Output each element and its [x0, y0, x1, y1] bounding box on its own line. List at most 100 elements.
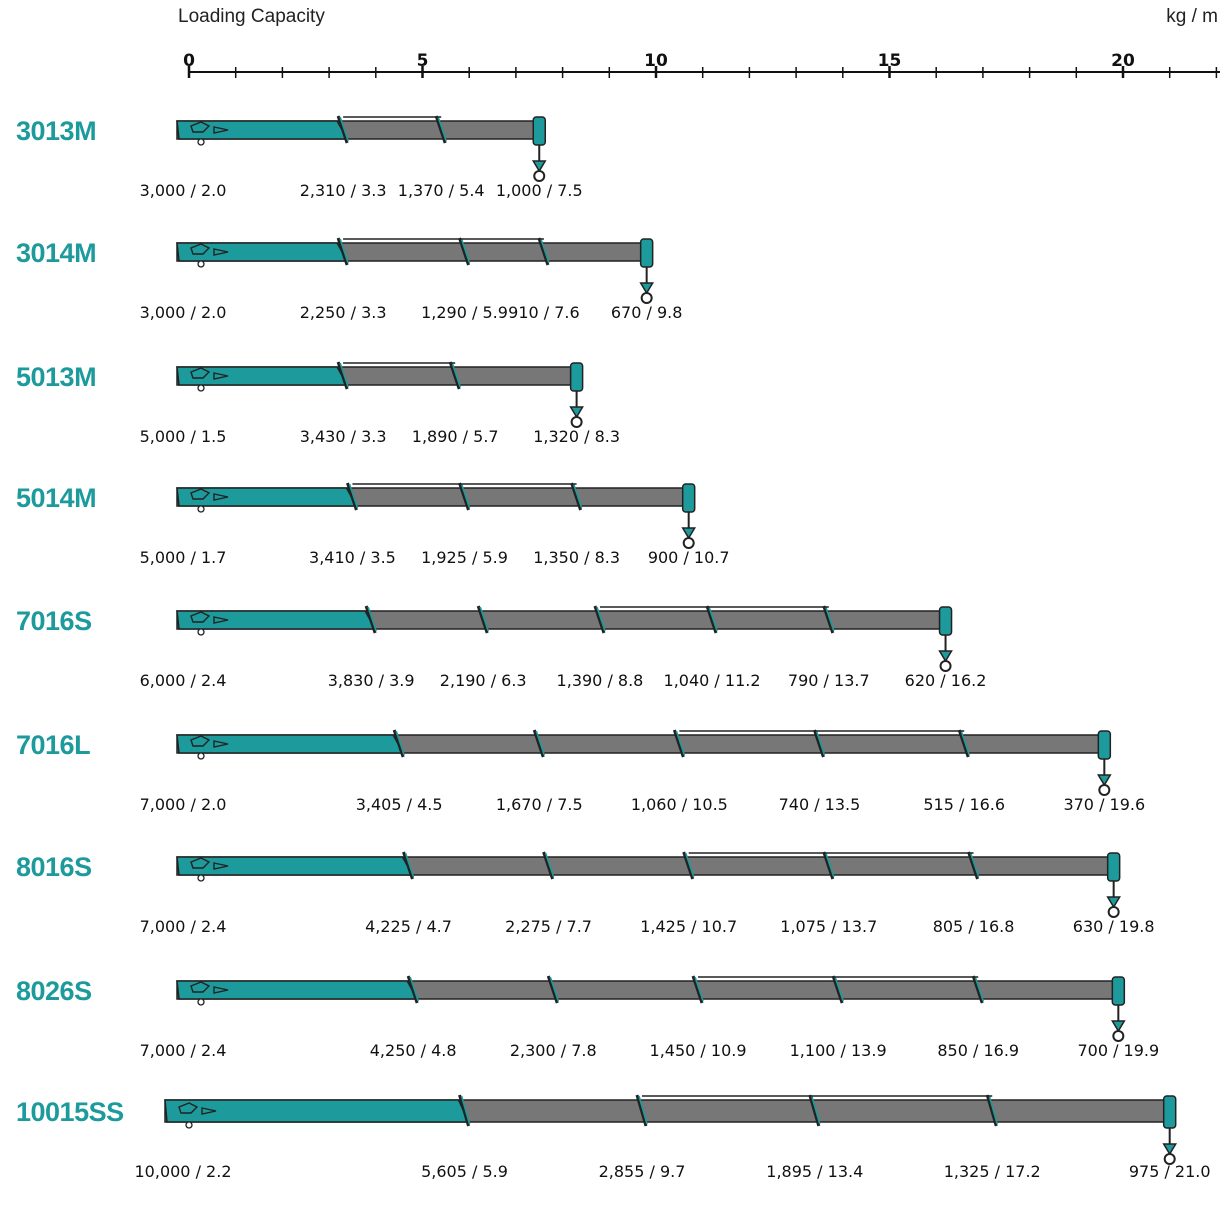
load-label: 1,320 / 8.3 — [533, 427, 620, 446]
boom-joint-clamp — [451, 362, 461, 388]
load-label: 3,405 / 4.5 — [356, 795, 443, 814]
crane-row: 7016L 7,000 / 2.0 3,405 / 4.5 1,670 / 7.5 1,… — [16, 729, 1145, 814]
boom-joint-clamp — [825, 606, 835, 632]
load-label: 3,430 / 3.3 — [300, 427, 387, 446]
boom-joint-clamp — [960, 730, 970, 756]
boom-tip — [532, 116, 546, 146]
boom-joint — [971, 975, 984, 1004]
boom-joint-clamp — [339, 238, 349, 264]
crane-rows: 3013M 3,000 / 2.0 2,310 / 3.3 1,370 / 5.4 1,… — [16, 115, 1211, 1181]
load-label: 10,000 / 2.2 — [135, 1162, 232, 1181]
hook-block — [938, 650, 953, 663]
boom-joint — [957, 729, 970, 758]
tick-label: 5 — [417, 51, 429, 71]
main-boom — [176, 856, 414, 876]
boom-joint — [336, 237, 349, 266]
pivot-outline — [190, 243, 211, 255]
boom-tip — [681, 483, 696, 513]
load-label: 5,000 / 1.7 — [140, 548, 227, 567]
hook-icon — [939, 660, 952, 672]
load-label: 850 / 16.9 — [937, 1041, 1019, 1060]
model-label: 7016S — [16, 606, 92, 636]
cylinder-outline — [213, 986, 229, 994]
tick-label: 0 — [183, 51, 195, 71]
boom-joint — [458, 237, 470, 266]
boom-joint-clamp — [544, 852, 555, 878]
cylinder-outline — [213, 862, 229, 870]
boom-joint — [458, 482, 470, 511]
load-label: 1,370 / 5.4 — [398, 181, 485, 200]
boom-joint — [476, 605, 489, 634]
model-label: 5013M — [16, 362, 96, 392]
load-label: 4,225 / 4.7 — [365, 917, 452, 936]
pivot-outline — [190, 857, 211, 869]
boom-tip — [569, 362, 584, 392]
boom-joint-clamp — [460, 1095, 471, 1125]
crane-row: 10015SS 10,000 / 2.2 5,605 / 5.9 2,855 / 9.… — [16, 1094, 1211, 1181]
boom-joint-clamp — [540, 238, 550, 264]
boom-joint-clamp — [974, 976, 984, 1002]
main-boom — [164, 1099, 470, 1123]
boom-tip — [938, 606, 953, 636]
base-pin — [197, 628, 205, 636]
boom-joint-clamp — [460, 483, 471, 509]
boom-joint-clamp — [815, 730, 826, 756]
boom-joint-clamp — [675, 730, 686, 756]
model-label: 5014M — [16, 483, 96, 513]
load-label: 2,310 / 3.3 — [300, 181, 387, 200]
load-label: 1,075 / 13.7 — [780, 917, 877, 936]
main-boom — [176, 242, 349, 262]
boom-joint-clamp — [811, 1095, 821, 1125]
hook-block — [639, 282, 654, 295]
boom-joint-clamp — [825, 852, 835, 878]
load-label: 515 / 16.6 — [923, 795, 1005, 814]
boom-joint — [346, 482, 358, 511]
tick-label: 20 — [1111, 51, 1135, 71]
boom-joint-clamp — [708, 606, 718, 632]
load-label: 1,290 / 5.9 — [421, 303, 508, 322]
load-label: 1,925 / 5.9 — [421, 548, 508, 567]
boom-joint — [682, 851, 695, 880]
boom-joint — [691, 975, 704, 1004]
cylinder-outline — [213, 126, 229, 134]
boom-joint — [392, 729, 405, 758]
cylinder-outline — [213, 372, 229, 380]
load-label: 2,250 / 3.3 — [300, 303, 387, 322]
load-label: 2,300 / 7.8 — [510, 1041, 597, 1060]
boom-joint — [336, 361, 349, 390]
main-boom — [176, 120, 349, 140]
pivot-outline — [190, 611, 211, 623]
hook-icon — [682, 537, 695, 549]
scale-title: Loading Capacity — [178, 6, 325, 27]
base-pin — [185, 1121, 193, 1129]
boom-joint-clamp — [684, 852, 695, 878]
boom-joint-clamp — [348, 483, 359, 509]
load-label: 4,250 / 4.8 — [370, 1041, 457, 1060]
boom-joint-clamp — [367, 606, 377, 632]
boom-joint — [434, 115, 447, 144]
crane-row: 5013M 5,000 / 1.5 3,430 / 3.3 1,890 / 5.7 1,… — [16, 361, 620, 446]
crane-row: 3014M 3,000 / 2.0 2,250 / 3.3 1,290 / 5.9 91… — [16, 237, 682, 322]
tick-label: 10 — [644, 51, 668, 71]
load-label: 5,605 / 5.9 — [421, 1162, 508, 1181]
crane-row: 8026S 7,000 / 2.4 4,250 / 4.8 2,300 / 7.8 1,… — [16, 975, 1159, 1060]
boom-joint-clamp — [549, 976, 560, 1002]
boom-tip — [639, 238, 654, 268]
pivot-outline — [178, 1102, 199, 1114]
boom-joint-clamp — [395, 730, 405, 756]
hook-icon — [1163, 1153, 1176, 1165]
cylinder-outline — [213, 740, 229, 748]
pivot-outline — [190, 121, 211, 133]
load-label: 5,000 / 1.5 — [140, 427, 227, 446]
boom-joint — [546, 975, 559, 1004]
boom-joint-clamp — [572, 483, 583, 509]
pivot-outline — [190, 735, 211, 747]
main-boom — [176, 734, 405, 754]
main-boom — [176, 366, 349, 386]
base-pin — [197, 505, 205, 513]
boom-joint — [402, 851, 414, 880]
cylinder-outline — [213, 248, 229, 256]
hook-block — [681, 527, 697, 540]
load-label: 1,450 / 10.9 — [650, 1041, 747, 1060]
boom-joint — [705, 605, 718, 634]
